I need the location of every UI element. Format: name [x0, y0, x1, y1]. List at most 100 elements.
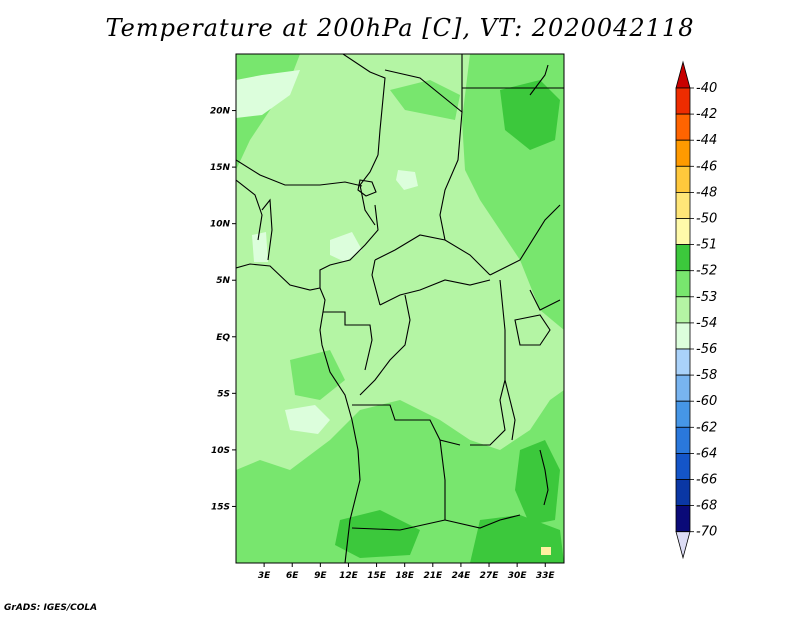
border-zambia-angola: [439, 439, 446, 520]
coastline-west-africa: [236, 263, 361, 563]
colorbar-label-6: -51: [696, 238, 717, 253]
colorbar-label-7: -52: [696, 264, 717, 279]
colorbar-segment-14: [675, 426, 691, 454]
colorbar-segment-9: [675, 296, 691, 324]
border-uganda-kenya: [529, 289, 561, 311]
colorbar-label-13: -62: [696, 420, 717, 435]
colorbar-top-triangle: [675, 60, 691, 89]
border-car-north: [374, 234, 491, 276]
colorbar-segment-1: [675, 87, 691, 115]
colorbar-bottom-triangle: [675, 531, 691, 560]
colorbar-segment-13: [675, 400, 691, 428]
border-nigeria-west: [261, 198, 273, 261]
colorbar-label-3: -46: [696, 159, 717, 174]
border-zambia-south: [444, 514, 521, 529]
colorbar-label-14: -64: [696, 446, 717, 461]
lon-label-10: 33E: [536, 571, 556, 581]
cool-patch-north-sahel: [396, 170, 418, 190]
core-south: [335, 510, 420, 558]
colorbar-label-1: -42: [696, 107, 717, 122]
cool-patch-northwest: [236, 70, 300, 118]
lon-label-2: 9E: [314, 571, 327, 581]
lon-label-9: 30E: [508, 571, 528, 581]
lat-label-4: EQ: [216, 333, 230, 343]
colorbar-label-2: -44: [696, 133, 717, 148]
warm-region-north-center: [390, 80, 460, 120]
core-east: [515, 440, 560, 525]
lat-label-6: 10S: [211, 446, 230, 456]
colorbar-segment-8: [675, 270, 691, 298]
lon-label-5: 18E: [395, 571, 415, 581]
country-boundaries: [236, 54, 564, 563]
border-angola-namibia: [351, 519, 446, 531]
colorbar-label-15: -66: [696, 473, 717, 488]
cool-patch-center: [330, 232, 362, 262]
colorbar-segment-10: [675, 322, 691, 350]
latitude-axis: 20N 15N 10N 5N EQ 5S 10S 15S: [210, 107, 236, 512]
lat-label-2: 10N: [210, 220, 231, 230]
lat-label-5: 5S: [217, 389, 230, 399]
warm-spot-southeast: [541, 547, 551, 555]
warm-region-gulf: [290, 350, 345, 400]
lon-label-8: 27E: [480, 571, 500, 581]
colorbar-segment-6: [675, 218, 691, 246]
border-congo-drc: [359, 294, 411, 396]
colorbar-segment-4: [675, 165, 691, 193]
colorbar-segment-12: [675, 374, 691, 402]
lat-label-3: 5N: [216, 276, 230, 286]
map-title: Temperature at 200hPa [C], VT: 202004211…: [105, 14, 695, 42]
colorbar-segment-15: [675, 452, 691, 480]
temperature-field: [236, 54, 564, 563]
border-algeria-libya: [342, 54, 386, 156]
colorbar-label-17: -70: [696, 525, 717, 540]
cool-patch-southwest: [285, 405, 330, 434]
colorbar-segment-17: [675, 505, 691, 533]
map-frame: [235, 53, 565, 564]
colorbar-label-10: -56: [696, 342, 717, 357]
border-car-south: [379, 279, 491, 306]
lon-label-3: 12E: [339, 571, 359, 581]
border-libya-egypt: [384, 54, 463, 114]
colorbar-label-16: -68: [696, 499, 717, 514]
border-red-sea: [529, 64, 549, 96]
colorbar-segment-5: [675, 191, 691, 219]
border-cameroon-car: [371, 259, 381, 306]
colorbar-segment-2: [675, 113, 691, 141]
lat-label-0: 20N: [210, 107, 231, 117]
lat-label-7: 15S: [211, 502, 230, 512]
colorbar-label-4: -48: [696, 185, 717, 200]
lake-tanganyika: [504, 379, 516, 441]
colorbar-label-12: -60: [696, 394, 717, 409]
border-drc-east: [470, 279, 506, 446]
border-sudan-ethiopia: [489, 204, 561, 276]
colorbar-segment-3: [675, 139, 691, 167]
border-niger-south: [236, 159, 363, 187]
lon-label-4: 15E: [367, 571, 387, 581]
colorbar-segment-16: [675, 479, 691, 507]
grads-credit: GrADS: IGES/COLA: [4, 603, 98, 613]
colorbar-label-5: -50: [696, 212, 717, 227]
lake-victoria: [514, 314, 551, 346]
border-sahel-west: [236, 179, 263, 241]
lake-malawi: [539, 449, 549, 506]
longitude-axis: 3E 6E 9E 12E 15E 18E 21E 24E 27E 30E 33E: [258, 563, 556, 581]
lon-label-7: 24E: [452, 571, 472, 581]
border-gabon: [323, 311, 373, 371]
colorbar-label-0: -40: [696, 81, 717, 96]
colorbar: -40 -42 -44 -46 -48 -50 -51 -52 -53 -54 -56 -58 -60 -…: [675, 60, 717, 560]
border-drc-angola: [352, 404, 461, 446]
colorbar-label-8: -53: [696, 290, 717, 305]
colorbar-segment-7: [675, 244, 691, 272]
lon-label-1: 6E: [286, 571, 299, 581]
lon-label-0: 3E: [258, 571, 271, 581]
lat-label-1: 15N: [210, 163, 231, 173]
colorbar-label-11: -58: [696, 368, 717, 383]
core-northeast: [500, 80, 560, 150]
core-southeast: [470, 515, 564, 563]
border-chad-sudan: [439, 111, 463, 241]
border-nigeria-cameroon: [319, 204, 379, 288]
lake-chad: [357, 179, 377, 197]
lon-label-6: 21E: [423, 571, 443, 581]
colorbar-label-9: -54: [696, 316, 717, 331]
